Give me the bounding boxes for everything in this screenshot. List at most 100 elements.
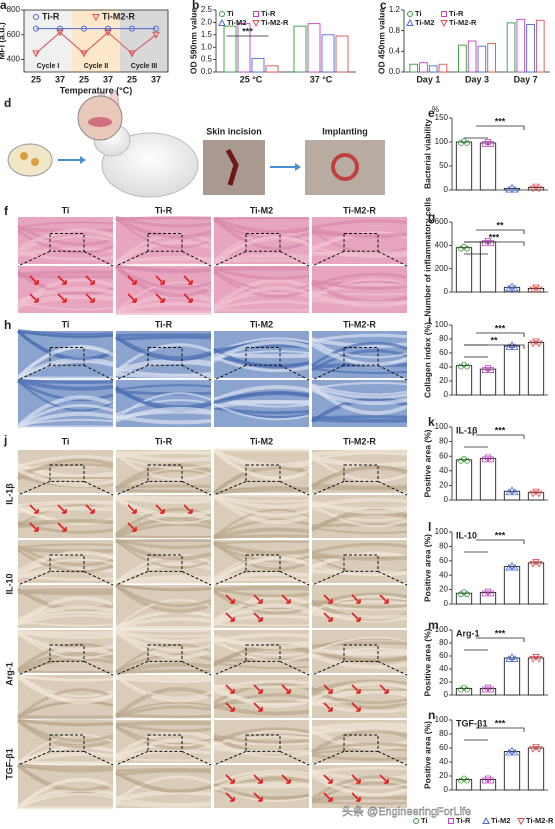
annotation: *** <box>489 232 500 242</box>
tissue-texture <box>114 730 212 759</box>
marker <box>482 239 488 246</box>
tissue-texture <box>213 661 310 670</box>
tissue-texture <box>213 585 310 592</box>
axis <box>23 9 169 73</box>
y-tick-label: 100 <box>435 137 449 146</box>
y-tick-label: 0 <box>444 185 449 194</box>
inset-label: IL-10 <box>456 530 477 540</box>
marker <box>219 11 225 17</box>
y-axis-label: Positive area (%) <box>422 534 432 602</box>
tissue-texture <box>115 452 212 481</box>
marker <box>511 748 519 756</box>
bracket <box>464 241 525 255</box>
y-tick-label: 80 <box>439 542 448 551</box>
tissue-texture <box>213 270 310 298</box>
zoom-box <box>245 346 281 366</box>
tissue-texture <box>115 407 212 423</box>
arrow <box>127 504 137 514</box>
marker <box>488 141 494 147</box>
marker <box>517 818 525 826</box>
y-axis-label: OD 590nm value <box>188 8 198 74</box>
tissue-texture <box>115 343 212 373</box>
marker <box>80 50 88 58</box>
tissue-texture <box>115 535 212 539</box>
tissue-texture <box>311 278 408 290</box>
tissue-texture <box>17 793 114 809</box>
tissue-texture <box>311 594 408 613</box>
marker <box>482 686 488 693</box>
tissue-texture <box>115 705 212 719</box>
tissue-texture <box>17 558 114 575</box>
y-tick-label: 0 <box>444 785 449 794</box>
tissue-texture <box>311 599 408 609</box>
arrow <box>379 594 389 604</box>
bar <box>479 457 497 501</box>
zoom-box <box>343 644 379 662</box>
tissue-texture <box>115 662 212 675</box>
legend-label: Ti-M2-R <box>526 816 554 825</box>
bar <box>455 141 473 191</box>
marker <box>529 340 537 348</box>
zoom-line <box>115 660 212 676</box>
y-tick-label: 1.2 <box>389 5 401 14</box>
legend-label: Ti <box>415 9 422 18</box>
tissue-texture <box>17 719 114 727</box>
y-tick-label: 0 <box>444 495 449 504</box>
tissue-texture <box>17 629 114 636</box>
zoom-box <box>343 734 379 752</box>
bar <box>455 365 473 396</box>
arrow <box>29 522 39 532</box>
tissue-texture <box>213 217 310 221</box>
arrow <box>323 612 333 622</box>
incision <box>88 117 112 127</box>
inset-label: Arg-1 <box>456 628 480 638</box>
panel-label: e <box>428 106 435 120</box>
annotation: *** <box>495 718 506 728</box>
column-label: Ti-R <box>155 319 173 329</box>
bar <box>479 779 497 791</box>
y-tick-label: 600 <box>7 30 21 39</box>
tissue-texture <box>311 650 408 663</box>
marker <box>464 777 470 784</box>
arrow <box>253 612 263 622</box>
marker <box>461 455 467 462</box>
y-tick-label: 50 <box>439 161 448 170</box>
tissue-texture <box>212 236 310 265</box>
cycle-band <box>24 10 72 72</box>
tissue-texture <box>115 775 212 802</box>
tissue-texture <box>115 362 212 374</box>
y-tick-label: 80 <box>439 334 448 343</box>
marker <box>461 138 467 144</box>
y-tick-label: 2.0 <box>201 18 213 27</box>
tissue-texture <box>311 526 408 535</box>
y-axis-label: OD 450nm value <box>376 8 386 74</box>
marker <box>413 818 419 824</box>
tissue-texture <box>17 378 114 385</box>
tissue-texture <box>114 334 212 361</box>
tissue-texture <box>115 333 212 337</box>
y-tick-label: 60 <box>439 556 448 565</box>
tissue-texture <box>310 465 408 489</box>
y-axis-label: Bacterial viability <box>422 119 432 189</box>
marker <box>461 684 467 691</box>
tissue-texture <box>311 506 408 522</box>
marker <box>152 31 160 39</box>
inset-label: IL-1β <box>456 425 478 435</box>
annotation: *** <box>495 323 506 333</box>
y-tick-label: 0 <box>444 599 449 608</box>
tissue-texture <box>115 216 212 239</box>
tissue-texture <box>213 634 310 650</box>
panel-label: d <box>4 96 11 110</box>
tissue-texture <box>115 217 212 249</box>
row-label: IL-1β <box>4 483 14 505</box>
zoom-line <box>213 480 310 496</box>
marker <box>440 20 448 28</box>
tissue-texture <box>311 219 408 230</box>
marker <box>485 775 491 782</box>
y-tick-label: 0 <box>444 390 449 399</box>
marker <box>511 655 519 662</box>
y-tick-label: 40 <box>439 570 448 579</box>
row-label: TGF-β1 <box>4 748 14 780</box>
zoom-line <box>17 570 114 586</box>
legend-label: Ti-R <box>456 816 471 825</box>
